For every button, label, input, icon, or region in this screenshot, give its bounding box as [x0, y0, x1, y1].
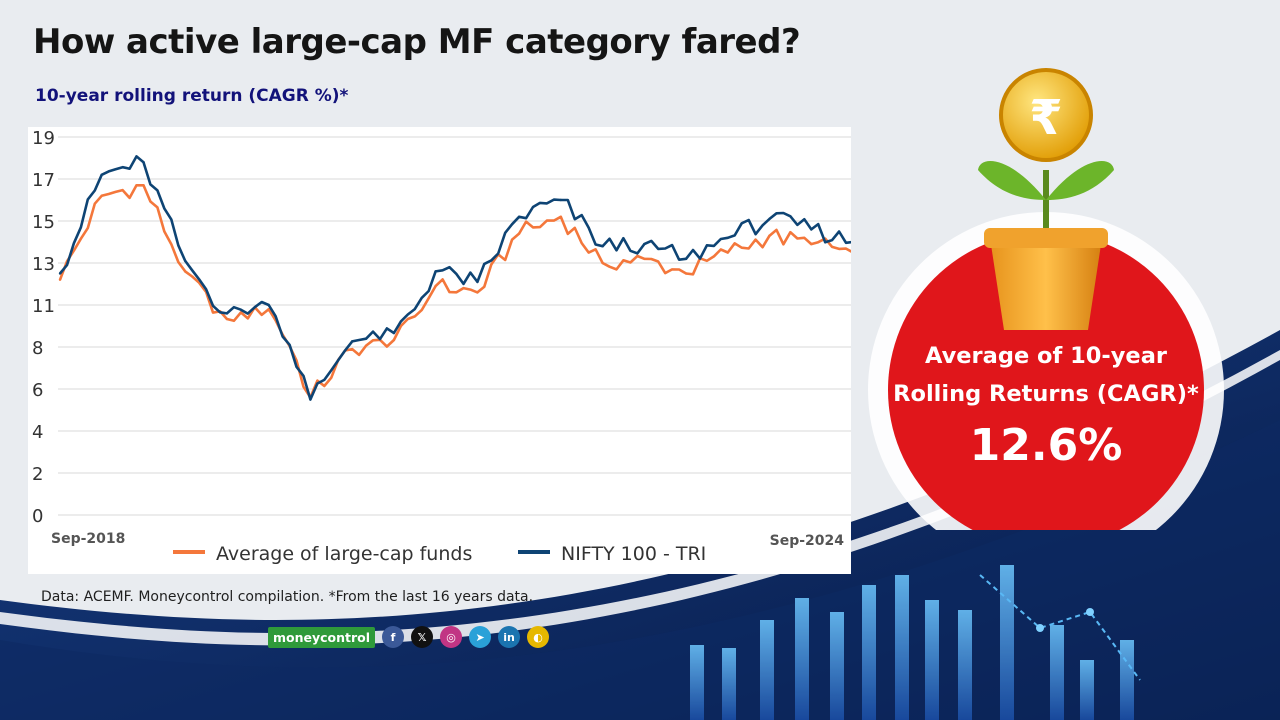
data-point — [434, 284, 437, 288]
callout-label-line-2: Rolling Returns (CAGR)* — [893, 381, 1199, 407]
data-point — [184, 259, 187, 263]
data-point — [142, 161, 145, 164]
data-point — [392, 331, 396, 335]
linkedin-icon[interactable]: in — [498, 626, 521, 648]
series-line-large-cap-funds — [58, 183, 851, 399]
data-point — [643, 257, 646, 260]
page-title: How active large-cap MF category fared? — [33, 22, 801, 62]
y-tick-label: 8 — [32, 338, 43, 359]
x-tick-label: Sep-2024 — [770, 533, 845, 549]
data-point — [184, 270, 187, 273]
google-news-icon[interactable]: ◐ — [527, 626, 550, 648]
data-point — [100, 173, 103, 176]
data-point — [559, 198, 562, 202]
moneycontrol-logo[interactable]: moneycontrol — [268, 626, 376, 648]
pot-icon — [990, 238, 1102, 330]
x-tick-label: Sep-2018 — [51, 531, 125, 547]
data-point — [351, 340, 354, 343]
data-point — [810, 228, 813, 231]
data-point — [58, 278, 62, 281]
data-point — [559, 215, 562, 218]
data-point — [601, 245, 604, 248]
chart-subtitle: 10-year rolling return (CAGR %)* — [35, 86, 349, 106]
data-point — [684, 257, 688, 260]
data-point — [476, 280, 479, 284]
data-point — [643, 242, 646, 246]
line-chart: 19 17 15 13 11 8 6 4 2 0 Sep-2018 Sep-2024 Averag… — [32, 128, 851, 565]
instagram-icon[interactable]: ◎ — [440, 626, 463, 648]
callout-label-line-1: Average of 10-year — [925, 343, 1167, 369]
data-point — [434, 270, 437, 273]
data-point — [726, 236, 729, 239]
data-point — [810, 242, 813, 246]
data-point — [267, 308, 270, 311]
data-point — [726, 251, 729, 254]
y-tick-label: 2 — [32, 464, 43, 485]
callout-circle — [888, 232, 1204, 530]
data-point — [601, 261, 604, 265]
facebook-icon[interactable]: f — [382, 626, 405, 648]
data-point — [392, 338, 396, 342]
leaf-icon — [978, 161, 1046, 200]
leaf-icon — [1046, 161, 1114, 200]
chart-panel: 19 17 15 13 11 8 6 4 2 0 Sep-2018 Sep-2024 Averag… — [28, 127, 851, 574]
source-note: Data: ACEMF. Moneycontrol compilation. *… — [41, 589, 534, 605]
series-line-nifty-100-tri — [59, 155, 851, 401]
rupee-symbol: ₹ — [1029, 90, 1062, 146]
rupee-coin-icon — [999, 68, 1093, 162]
legend-label-large-cap-funds: Average of large-cap funds — [216, 543, 472, 565]
data-point — [58, 272, 62, 275]
data-point — [225, 312, 229, 315]
telegram-icon[interactable]: ➤ — [469, 626, 492, 648]
y-tick-label: 19 — [32, 128, 55, 149]
data-point — [476, 291, 479, 294]
data-point — [351, 347, 354, 351]
y-tick-label: 0 — [32, 506, 43, 527]
y-tick-label: 6 — [32, 380, 43, 401]
data-point — [517, 215, 521, 218]
data-point — [517, 232, 521, 235]
data-point — [768, 234, 771, 237]
y-tick-label: 4 — [32, 422, 43, 443]
legend-label-nifty-100-tri: NIFTY 100 - TRI — [561, 543, 706, 565]
callout-illustration: ₹ — [868, 68, 1224, 530]
pot-rim-icon — [984, 228, 1108, 248]
brand-bar: moneycontrol f 𝕏 ◎ ➤ in ◐ — [268, 624, 550, 650]
data-point — [100, 194, 103, 197]
data-point — [225, 317, 229, 321]
y-tick-label: 17 — [32, 170, 55, 191]
y-tick-label: 15 — [32, 212, 55, 233]
data-point — [768, 217, 771, 221]
callout-value: 12.6% — [969, 420, 1123, 471]
y-tick-label: 13 — [32, 254, 55, 275]
data-point — [267, 303, 270, 307]
data-point — [309, 398, 312, 401]
data-point — [684, 272, 688, 275]
x-icon[interactable]: 𝕏 — [411, 626, 434, 648]
y-tick-label: 11 — [32, 296, 55, 317]
data-point — [142, 184, 145, 187]
